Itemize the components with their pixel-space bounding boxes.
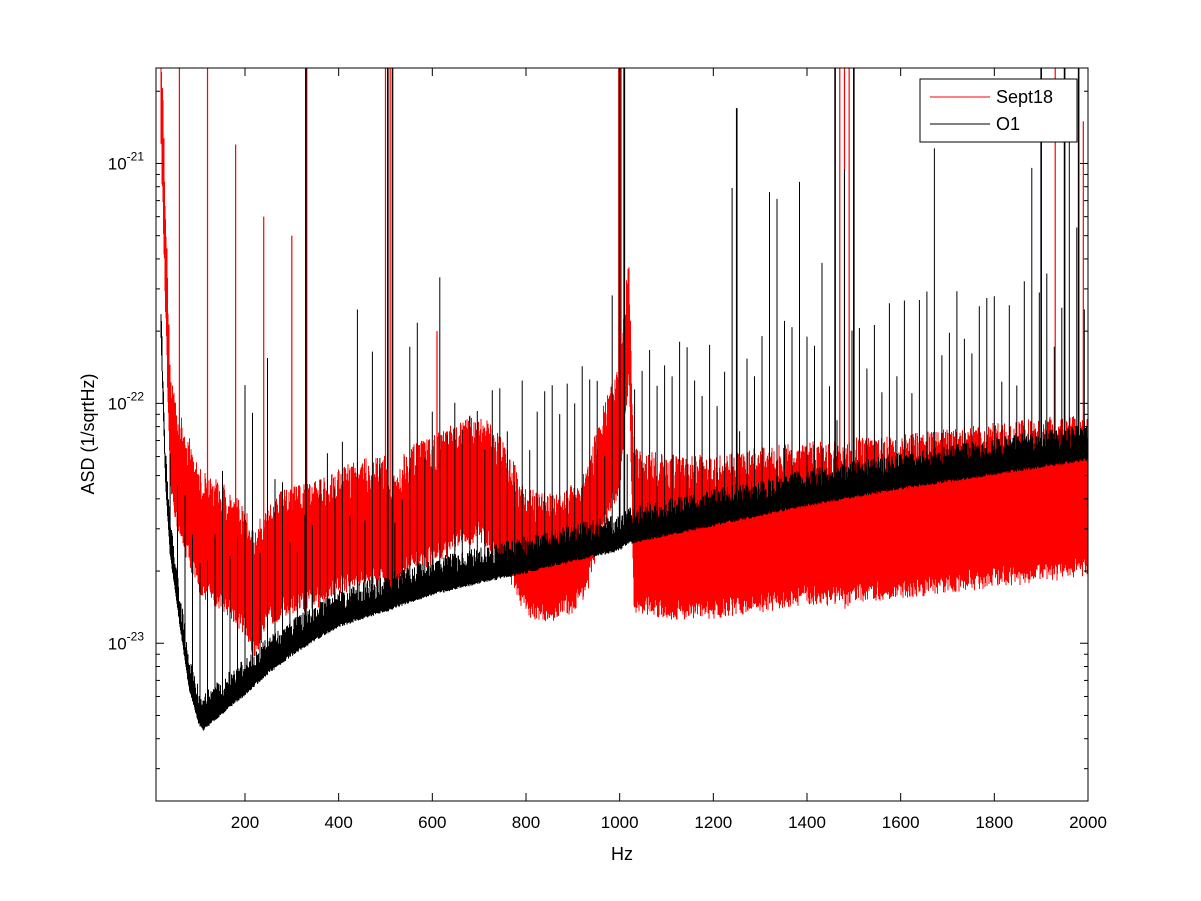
- plot-frame: [155, 67, 1089, 802]
- y-tick-label: 10-23: [108, 629, 145, 653]
- y-tick-label: 10-21: [108, 149, 145, 173]
- x-tick-label: 800: [512, 813, 540, 832]
- x-tick-label: 1400: [788, 813, 826, 832]
- y-axis-label: ASD (1/sqrtHz): [78, 373, 98, 494]
- x-tick-label: 1800: [975, 813, 1013, 832]
- tick-layer: [156, 68, 1089, 801]
- y-tick-label-exponent: -22: [127, 389, 145, 403]
- x-tick-label: 400: [324, 813, 352, 832]
- y-tick-label-exponent: -21: [127, 149, 145, 163]
- x-tick-label: 1600: [882, 813, 920, 832]
- legend-label-sept18: Sept18: [996, 87, 1053, 107]
- y-tick-label-base: 10: [108, 634, 127, 653]
- y-tick-label-exponent: -23: [127, 629, 145, 643]
- y-tick-label-base: 10: [108, 154, 127, 173]
- legend-label-o1: O1: [996, 114, 1020, 134]
- x-axis-label: Hz: [611, 844, 633, 864]
- x-tick-labels: 200 400 600 800 1000 1200 1400 1600 1800 2000: [231, 813, 1107, 832]
- x-tick-label: 1000: [601, 813, 639, 832]
- x-tick-label: 1200: [694, 813, 732, 832]
- y-tick-label: 10-22: [108, 389, 145, 413]
- y-tick-label-base: 10: [108, 394, 127, 413]
- x-tick-label: 600: [418, 813, 446, 832]
- legend-box: [919, 78, 1078, 143]
- x-tick-label: 200: [231, 813, 259, 832]
- legend: Sept18 O1: [919, 78, 1078, 143]
- series-o1-comb: [169, 131, 1085, 720]
- x-tick-label: 2000: [1069, 813, 1107, 832]
